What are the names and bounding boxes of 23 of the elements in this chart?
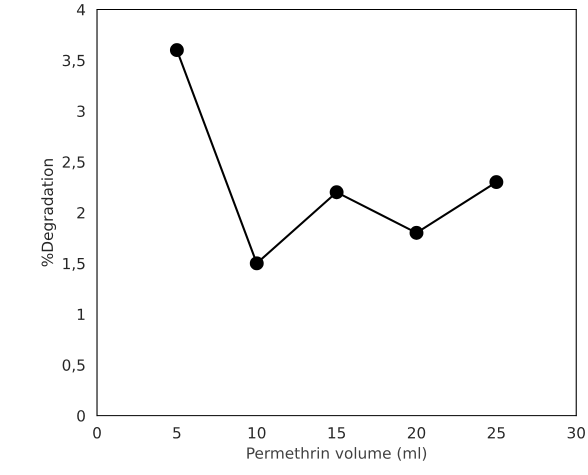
x-tick-label: 10 (248, 427, 266, 439)
y-axis-title: %Degradation (41, 159, 56, 266)
point (330, 185, 344, 200)
x-tick-label: 5 (173, 427, 180, 439)
point (489, 175, 504, 190)
point (250, 256, 264, 270)
point (170, 43, 184, 58)
y-tick-label: 2 (77, 207, 84, 218)
x-axis-title: Permethrin volume (ml) (247, 447, 426, 461)
y-tick-label: 1 (78, 308, 84, 320)
y-tick-label: 0 (77, 410, 85, 422)
x-tick-label: 30 (568, 427, 585, 439)
y-tick-label: 4 (76, 4, 86, 16)
y-tick-label: 2,5 (62, 156, 85, 170)
y-tick-label: 0,5 (62, 359, 85, 372)
point (410, 226, 424, 240)
x-tick-label: 15 (328, 427, 346, 439)
y-tick-label: 3,5 (62, 54, 85, 68)
x-tick-label: 0 (93, 427, 101, 439)
x-tick-label: 25 (488, 427, 505, 439)
y-tick-label: 1,5 (63, 258, 85, 271)
y-tick-label: 3 (77, 105, 85, 118)
x-tick-label: 20 (408, 427, 426, 439)
